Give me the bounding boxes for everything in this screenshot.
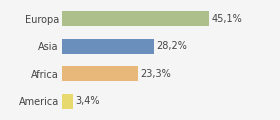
Bar <box>62 11 209 26</box>
Bar <box>62 39 154 54</box>
Bar <box>62 66 138 81</box>
Text: 28,2%: 28,2% <box>157 41 187 51</box>
Text: 23,3%: 23,3% <box>141 69 171 79</box>
Text: 3,4%: 3,4% <box>75 96 100 106</box>
Text: 45,1%: 45,1% <box>212 14 242 24</box>
Bar <box>62 94 73 109</box>
